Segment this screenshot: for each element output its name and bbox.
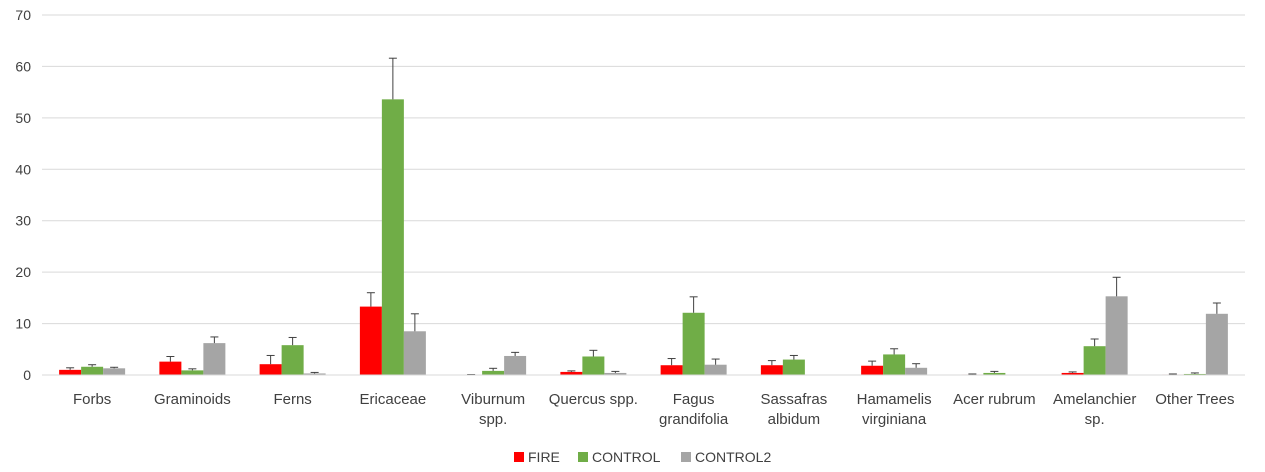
x-category-label-line: Hamamelis [857, 391, 932, 408]
bar-fire [259, 364, 282, 375]
bar-control [682, 312, 705, 375]
legend: FIRE CONTROL CONTROL2 [514, 449, 771, 465]
y-tick-label: 40 [15, 161, 31, 177]
bar-control2 [403, 331, 426, 375]
x-category-label: Ferns [273, 391, 311, 408]
bar-fire [760, 365, 783, 375]
legend-label-fire: FIRE [528, 449, 560, 465]
x-category-label-line: Quercus spp. [549, 391, 638, 408]
bar-fire [560, 371, 583, 375]
legend-label-control2: CONTROL2 [695, 449, 771, 465]
bar-control [381, 99, 404, 375]
bar-control2 [905, 367, 928, 375]
y-tick-label: 60 [15, 58, 31, 74]
y-tick-label: 20 [15, 264, 31, 280]
x-category-label: Graminoids [154, 391, 231, 408]
bar-control2 [604, 372, 627, 375]
bar-control [1183, 373, 1206, 375]
x-category-label-line: Sassafras [761, 391, 828, 408]
x-category-label-line: Acer rubrum [953, 391, 1036, 408]
bar-control [883, 354, 906, 375]
error-bars [66, 57, 1221, 375]
bar-control2 [504, 355, 527, 375]
x-axis-categories: Forbs Graminoids Ferns Ericaceae Viburnum spp… [73, 391, 1235, 428]
bar-fire [359, 306, 382, 375]
bar-control2 [1205, 313, 1228, 375]
x-category-label: Acer rubrum [953, 391, 1036, 408]
bar-fire [861, 365, 884, 375]
x-category-label-line: Viburnum [461, 391, 525, 408]
x-category-label-line: albidum [768, 411, 821, 428]
bar-control [983, 372, 1006, 375]
bar-fire [1061, 372, 1084, 375]
bar-control2 [203, 343, 226, 375]
bars [59, 99, 1228, 375]
bar-control2 [1105, 296, 1128, 375]
x-category-label: Forbs [73, 391, 111, 408]
y-tick-label: 0 [23, 367, 31, 383]
bar-control [81, 366, 104, 375]
bar-fire [159, 361, 182, 375]
x-category-label-line: Graminoids [154, 391, 231, 408]
y-tick-label: 10 [15, 316, 31, 332]
bar-control [482, 370, 505, 375]
x-category-label-line: Other Trees [1155, 391, 1234, 408]
legend-swatch-control [578, 452, 588, 462]
bar-control2 [303, 373, 326, 375]
legend-swatch-fire [514, 452, 524, 462]
x-category-label-line: virginiana [862, 411, 927, 428]
y-axis-ticks: 0 10 20 30 40 50 60 70 [15, 7, 31, 383]
x-category-label: Sassafras albidum [761, 391, 828, 428]
x-category-label: Other Trees [1155, 391, 1234, 408]
bar-control2 [704, 364, 727, 375]
bar-control [1083, 346, 1106, 375]
gridlines [42, 14, 1245, 325]
bar-control2 [103, 368, 126, 375]
x-category-label-line: grandifolia [659, 411, 729, 428]
bar-control [582, 356, 605, 375]
x-category-label: Viburnum spp. [461, 391, 525, 428]
x-category-label-line: sp. [1085, 411, 1105, 428]
x-category-label-line: spp. [479, 411, 507, 428]
x-category-label: Amelanchier sp. [1053, 391, 1136, 428]
x-category-label-line: Ferns [273, 391, 311, 408]
y-tick-label: 30 [15, 213, 31, 229]
bar-fire [59, 369, 82, 375]
y-tick-label: 50 [15, 110, 31, 126]
x-category-label: Hamamelis virginiana [857, 391, 932, 428]
x-category-label-line: Fagus [673, 391, 715, 408]
x-category-label: Ericaceae [360, 391, 427, 408]
bar-control [782, 359, 805, 375]
x-category-label-line: Ericaceae [360, 391, 427, 408]
bar-control [281, 345, 304, 375]
x-category-label: Fagus grandifolia [659, 391, 729, 428]
bar-fire [660, 365, 683, 375]
y-tick-label: 70 [15, 7, 31, 23]
bar-control [181, 370, 204, 375]
x-category-label: Quercus spp. [549, 391, 638, 408]
x-category-label-line: Amelanchier [1053, 391, 1136, 408]
x-category-label-line: Forbs [73, 391, 111, 408]
legend-label-control: CONTROL [592, 449, 661, 465]
legend-swatch-control2 [681, 452, 691, 462]
